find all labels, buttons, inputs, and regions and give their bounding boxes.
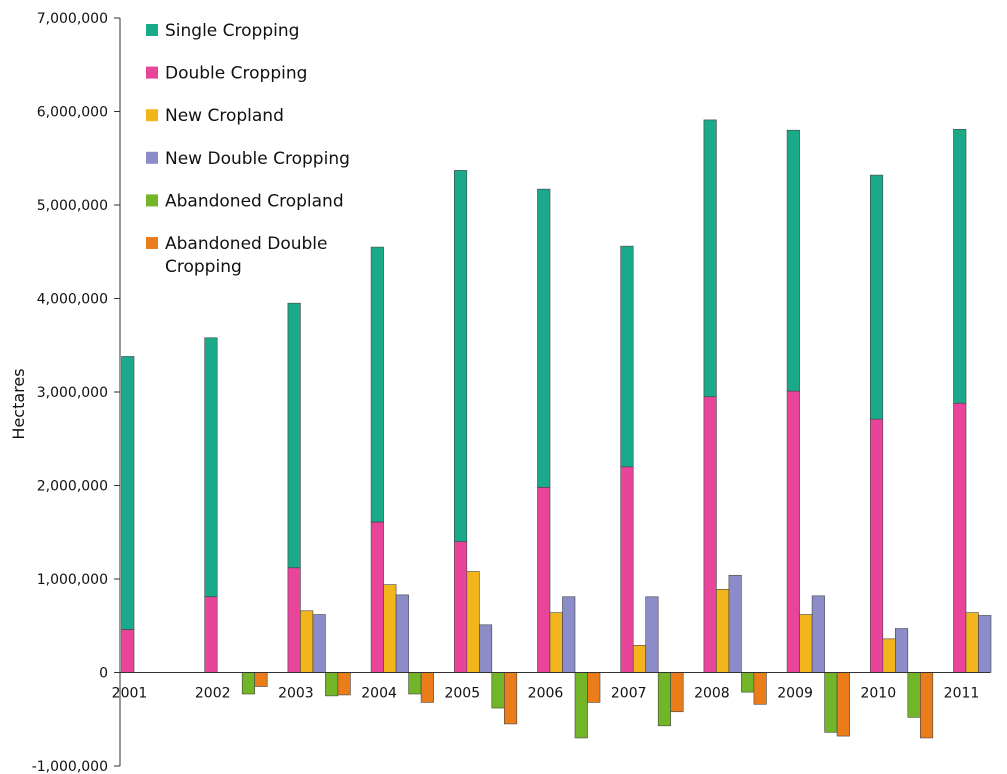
bar-abandoned-cropland (657, 672, 672, 727)
y-tick-label: 0 (99, 666, 108, 682)
x-tick-label: 2007 (611, 686, 647, 702)
bar-double-cropping (453, 541, 468, 673)
bar-double-cropping (537, 487, 551, 673)
bar-new-double-cropping (312, 614, 326, 673)
legend: Single Cropping Double Cropping New Cropla… (146, 21, 350, 277)
x-tick-label: 2008 (694, 686, 730, 702)
legend-label: Abandoned Cropland (165, 191, 344, 211)
legend-label: New Double Cropping (165, 149, 350, 169)
x-axis: 2001 2002 2003 2004 2005 2006 2007 2008 2009 2010… (112, 672, 990, 702)
bar-single-cropping (370, 246, 384, 523)
bar-new-cropland (882, 638, 896, 673)
bar-single-cropping (953, 128, 967, 404)
legend-label: New Cropland (165, 106, 284, 126)
legend-swatch (146, 109, 158, 122)
legend-label: Single Cropping (165, 21, 299, 41)
y-tick-label: 5,000,000 (37, 198, 108, 214)
bar-new-cropland (383, 584, 397, 673)
bar-double-cropping (370, 521, 384, 673)
y-tick-label: 7,000,000 (37, 11, 108, 27)
bar-double-cropping (620, 466, 634, 673)
y-axis: 7,000,000 6,000,000 5,000,000 4,000,000 3,00… (32, 11, 121, 774)
x-tick-label: 2006 (528, 686, 564, 702)
legend-swatch (146, 237, 158, 249)
bar-new-double-cropping (811, 595, 825, 673)
x-tick-label: 2005 (444, 686, 480, 702)
x-tick-label: 2004 (361, 686, 397, 702)
bar-abandoned-cropland (408, 672, 422, 695)
legend-swatch (146, 24, 158, 36)
bar-single-cropping (537, 188, 551, 488)
bar-abandoned-cropland (241, 672, 255, 695)
bar-new-cropland (466, 571, 480, 673)
bar-new-double-cropping (978, 615, 992, 673)
bar-single-cropping (121, 356, 135, 630)
y-axis-title: Hectares (9, 368, 28, 439)
bar-single-cropping (620, 245, 634, 468)
bar-new-double-cropping (562, 596, 576, 673)
y-tick-label: -1,000,000 (32, 759, 108, 774)
x-tick-label: 2011 (944, 686, 980, 702)
bar-double-cropping (869, 418, 884, 673)
y-tick-label: 2,000,000 (37, 479, 108, 495)
bar-single-cropping (204, 337, 218, 598)
x-tick-label: 2010 (860, 686, 896, 702)
plot-area (121, 119, 992, 739)
bar-abandoned-double-cropping (587, 672, 601, 703)
bar-abandoned-double-cropping (420, 672, 434, 703)
bar-abandoned-double-cropping (670, 672, 684, 713)
bar-single-cropping (287, 302, 301, 569)
bar-abandoned-double-cropping (919, 672, 934, 739)
bar-single-cropping (786, 129, 800, 392)
bar-single-cropping (703, 119, 717, 397)
y-tick-label: 4,000,000 (37, 292, 108, 308)
bar-abandoned-cropland (907, 672, 921, 718)
y-tick-label: 3,000,000 (37, 385, 108, 401)
bar-abandoned-double-cropping (503, 672, 518, 725)
bar-abandoned-double-cropping (337, 672, 351, 696)
x-tick-label: 2003 (278, 686, 314, 702)
y-tick-label: 6,000,000 (37, 105, 108, 121)
legend-swatch (146, 66, 158, 79)
bar-abandoned-double-cropping (753, 672, 767, 705)
bar-new-double-cropping (478, 624, 493, 673)
x-tick-label: 2002 (195, 686, 231, 702)
legend-swatch (146, 151, 158, 164)
bar-double-cropping (703, 396, 717, 673)
legend-label: Abandoned Double Cropping (165, 234, 327, 277)
bar-double-cropping (953, 402, 967, 673)
bar-new-cropland (632, 645, 647, 673)
bar-single-cropping (869, 174, 884, 420)
bar-new-cropland (965, 612, 979, 673)
bar-abandoned-cropland (574, 672, 588, 739)
bar-double-cropping (287, 567, 301, 673)
x-tick-label: 2001 (112, 686, 148, 702)
bar-double-cropping (786, 390, 800, 673)
y-tick-label: 1,000,000 (37, 572, 108, 588)
legend-swatch (146, 194, 158, 207)
bar-single-cropping (453, 170, 468, 542)
x-tick-label: 2009 (777, 686, 813, 702)
bar-abandoned-cropland (325, 672, 339, 697)
bar-new-cropland (300, 610, 314, 673)
bar-abandoned-cropland (824, 672, 838, 733)
bar-new-double-cropping (728, 574, 742, 673)
bar-abandoned-double-cropping (254, 672, 268, 687)
bar-double-cropping (204, 596, 218, 673)
bar-abandoned-double-cropping (836, 672, 850, 737)
bar-new-double-cropping (645, 596, 659, 673)
bar-double-cropping (121, 629, 135, 673)
bar-new-double-cropping (894, 628, 909, 673)
bar-new-cropland (549, 612, 563, 673)
bar-new-cropland (799, 614, 813, 673)
legend-label: Double Cropping (165, 64, 307, 84)
bar-abandoned-cropland (741, 672, 755, 693)
bar-abandoned-cropland (491, 672, 505, 709)
bar-new-double-cropping (395, 594, 409, 673)
bar-new-cropland (716, 588, 730, 673)
